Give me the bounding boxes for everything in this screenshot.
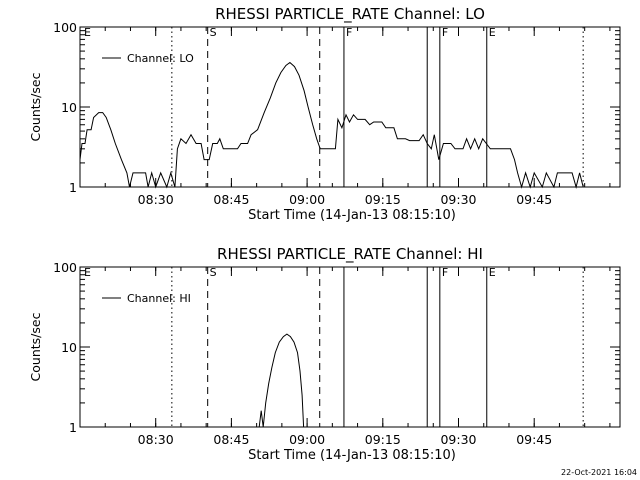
x-tick-label: 09:00 <box>289 192 325 207</box>
x-axis-label-lo: Start Time (14-Jan-13 08:15:10) <box>248 208 456 223</box>
event-marker-label: E <box>489 266 496 279</box>
series-line-hi <box>258 333 305 428</box>
x-tick-label: 09:15 <box>365 432 401 447</box>
panel-hi: RHESSI PARTICLE_RATE Channel: HI 1 10 100 Co… <box>28 245 621 463</box>
event-marker-label: E <box>489 26 496 39</box>
x-tick-label: 08:30 <box>138 192 174 207</box>
x-tick-label: 09:30 <box>440 192 476 207</box>
series-line-lo <box>79 61 584 189</box>
chart-title-hi: RHESSI PARTICLE_RATE Channel: HI <box>217 245 483 264</box>
event-marker-label: S <box>210 26 217 39</box>
x-tick-label: 09:15 <box>365 192 401 207</box>
y-axis-label-hi: Counts/sec <box>28 312 43 381</box>
y-tick-label: 100 <box>53 20 77 35</box>
event-marker-label: F <box>442 26 448 39</box>
event-marker-label: S <box>210 266 217 279</box>
x-tick-label: 08:45 <box>213 432 249 447</box>
timestamp-footer: 22-Oct-2021 16:04 <box>561 468 637 477</box>
plot-frame-lo <box>79 26 621 188</box>
x-axis-label-hi: Start Time (14-Jan-13 08:15:10) <box>248 448 456 463</box>
event-marker-label: F <box>346 26 352 39</box>
event-marker-label: F <box>442 266 448 279</box>
legend-label-hi: Channel: HI <box>127 292 191 305</box>
legend-label-lo: Channel: LO <box>127 52 194 65</box>
x-tick-label: 09:45 <box>516 192 552 207</box>
y-tick-label: 1 <box>69 180 77 195</box>
y-axis-label-lo: Counts/sec <box>28 72 43 141</box>
y-tick-label: 1 <box>69 420 77 435</box>
y-tick-label: 10 <box>61 340 77 355</box>
chart-title-lo: RHESSI PARTICLE_RATE Channel: LO <box>215 5 485 24</box>
x-tick-label: 09:45 <box>516 432 552 447</box>
event-marker-label: E <box>84 26 91 39</box>
x-tick-label: 09:30 <box>440 432 476 447</box>
event-marker-label: E <box>84 266 91 279</box>
plot-frame-hi <box>79 266 621 428</box>
y-tick-label: 100 <box>53 260 77 275</box>
x-tick-label: 08:45 <box>213 192 249 207</box>
x-tick-label: 09:00 <box>289 432 325 447</box>
y-tick-label: 10 <box>61 100 77 115</box>
x-tick-label: 08:30 <box>138 432 174 447</box>
panel-lo: RHESSI PARTICLE_RATE Channel: LO 1 10 100 Co… <box>28 5 621 223</box>
